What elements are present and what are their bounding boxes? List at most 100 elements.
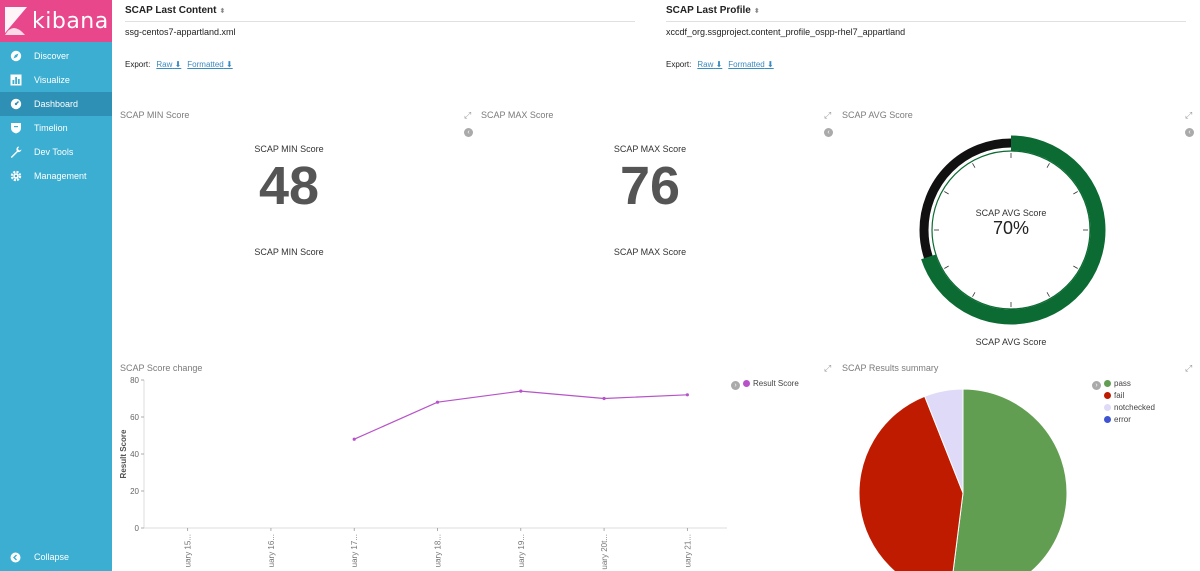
x-tick-label: uary 18... (434, 534, 443, 567)
chevron-left-icon[interactable]: ‹ (1185, 128, 1194, 137)
export-raw-label: Raw (156, 60, 173, 69)
kibana-logo[interactable]: kibana (0, 0, 112, 42)
export-formatted-label: Formatted (728, 60, 765, 69)
pie-slice-fail[interactable] (858, 395, 964, 571)
legend-dot (743, 380, 750, 387)
avg-gauge (919, 135, 1106, 325)
chevron-right-icon[interactable]: › (1092, 381, 1101, 390)
collapse-label: Collapse (34, 552, 70, 562)
export-formatted-label: Formatted (187, 60, 224, 69)
sidebar-item-dashboard[interactable]: Dashboard (0, 92, 112, 116)
download-icon: ⬇ (715, 60, 723, 69)
y-axis: 0 20 40 60 80 (130, 376, 727, 533)
legend-dot (1104, 404, 1111, 411)
data-point[interactable] (602, 396, 606, 401)
results-summary-title: SCAP Results summary (842, 363, 939, 373)
export-formatted-link[interactable]: Formatted ⬇ (187, 60, 232, 69)
score-change-title: SCAP Score change (120, 363, 203, 373)
collapse-button[interactable]: Collapse (0, 547, 112, 567)
y-tick-label: 20 (130, 487, 139, 496)
avg-gauge-bottom-label: SCAP AVG Score (975, 337, 1047, 347)
column-header[interactable]: SCAP Last Content ⬍ (125, 0, 635, 22)
legend-label: notchecked (1114, 403, 1155, 412)
sidebar-item-timelion[interactable]: Timelion (0, 116, 112, 140)
legend-dot (1104, 416, 1111, 423)
sidebar-item-dev-tools[interactable]: Dev Tools (0, 140, 112, 164)
sidebar: kibana Discover Visualize Dashboard Time… (0, 0, 112, 571)
legend-label: pass (1114, 379, 1131, 388)
max-metric-label-bottom: SCAP MAX Score (613, 247, 687, 257)
sidebar-item-management[interactable]: Management (0, 164, 112, 188)
sidebar-item-label: Timelion (34, 123, 68, 133)
min-metric-value: 48 (258, 156, 320, 216)
chevron-right-icon[interactable]: › (731, 381, 740, 390)
expand-icon[interactable]: ⤢ (824, 363, 832, 373)
max-panel-title: SCAP MAX Score (481, 110, 554, 120)
profile-value: xccdf_org.ssgproject.content_profile_osp… (666, 27, 906, 37)
bar-chart-icon (9, 74, 22, 87)
gauge-tick (1046, 292, 1050, 297)
export-label: Export: (666, 60, 692, 69)
scap-last-profile-panel: SCAP Last Profile ⬍ xccdf_org.ssgproject… (666, 0, 1186, 80)
gear-icon (9, 170, 22, 183)
chevron-left-icon (9, 551, 22, 564)
sidebar-item-label: Dashboard (34, 99, 79, 109)
column-header[interactable]: SCAP Last Profile ⬍ (666, 0, 1186, 22)
legend-label: error (1114, 415, 1131, 424)
wrench-icon (9, 146, 22, 159)
data-point[interactable] (519, 389, 523, 393)
data-point[interactable] (435, 400, 440, 404)
data-point[interactable] (685, 393, 689, 397)
export-label: Export: (125, 60, 151, 69)
legend-item-pass[interactable]: pass (1104, 379, 1131, 388)
y-tick-label: 80 (130, 376, 139, 385)
gauge-tick (944, 265, 949, 269)
x-tick-label: uary 19... (517, 534, 526, 567)
min-metric-label-bottom: SCAP MIN Score (254, 247, 324, 257)
pie-slice-notchecked[interactable] (924, 388, 964, 494)
sidebar-item-label: Dev Tools (34, 147, 74, 157)
gauge-tick (944, 191, 949, 195)
legend-item-result-score[interactable]: Result Score (743, 379, 799, 388)
expand-icon[interactable]: ⤢ (464, 110, 472, 120)
x-tick-label: uary 16... (267, 534, 276, 567)
y-tick-label: 60 (130, 413, 139, 422)
x-tick-label: uary 20t... (600, 534, 609, 570)
series-points (352, 389, 689, 441)
export-raw-link[interactable]: Raw ⬇ (697, 60, 722, 69)
sidebar-item-label: Discover (34, 51, 70, 61)
expand-icon[interactable]: ⤢ (824, 110, 832, 120)
min-metric-label-top: SCAP MIN Score (254, 144, 324, 154)
gauge-tick (1073, 265, 1078, 269)
export-formatted-link[interactable]: Formatted ⬇ (728, 60, 773, 69)
data-point[interactable] (352, 437, 356, 441)
expand-icon[interactable]: ⤢ (1185, 363, 1193, 373)
sidebar-item-discover[interactable]: Discover (0, 44, 112, 68)
download-icon: ⬇ (226, 60, 233, 69)
export-raw-link[interactable]: Raw ⬇ (156, 60, 181, 69)
max-metric-label-top: SCAP MAX Score (613, 144, 687, 154)
avg-gauge-label: SCAP AVG Score (975, 208, 1047, 218)
legend-item-error[interactable]: error (1104, 415, 1131, 424)
score-change-chart: 0 20 40 60 80 uary 15... uary 16... uary 17...… (119, 376, 727, 570)
expand-icon[interactable]: ⤢ (1185, 110, 1193, 120)
chevron-left-icon[interactable]: ‹ (824, 128, 833, 137)
download-icon: ⬇ (174, 60, 182, 69)
column-header-label: SCAP Last Profile (666, 5, 751, 16)
legend-item-fail[interactable]: fail (1104, 391, 1124, 400)
chevron-left-icon[interactable]: ‹ (464, 128, 473, 137)
pie-slice-pass[interactable] (950, 388, 1068, 571)
download-icon: ⬇ (767, 60, 774, 69)
avg-gauge-value: 70% (992, 218, 1030, 238)
column-header-label: SCAP Last Content (125, 5, 217, 16)
sidebar-item-visualize[interactable]: Visualize (0, 68, 112, 92)
y-tick-label: 40 (130, 450, 139, 459)
gauge-tick (1073, 191, 1078, 195)
max-metric-value: 76 (619, 156, 681, 216)
legend-item-notchecked[interactable]: notchecked (1104, 403, 1155, 412)
sort-icon[interactable]: ⬍ (753, 7, 760, 15)
legend-dot (1104, 380, 1111, 387)
sidebar-item-label: Management (34, 171, 87, 181)
sort-icon[interactable]: ⬍ (219, 7, 226, 15)
results-summary-pie (858, 388, 1068, 571)
